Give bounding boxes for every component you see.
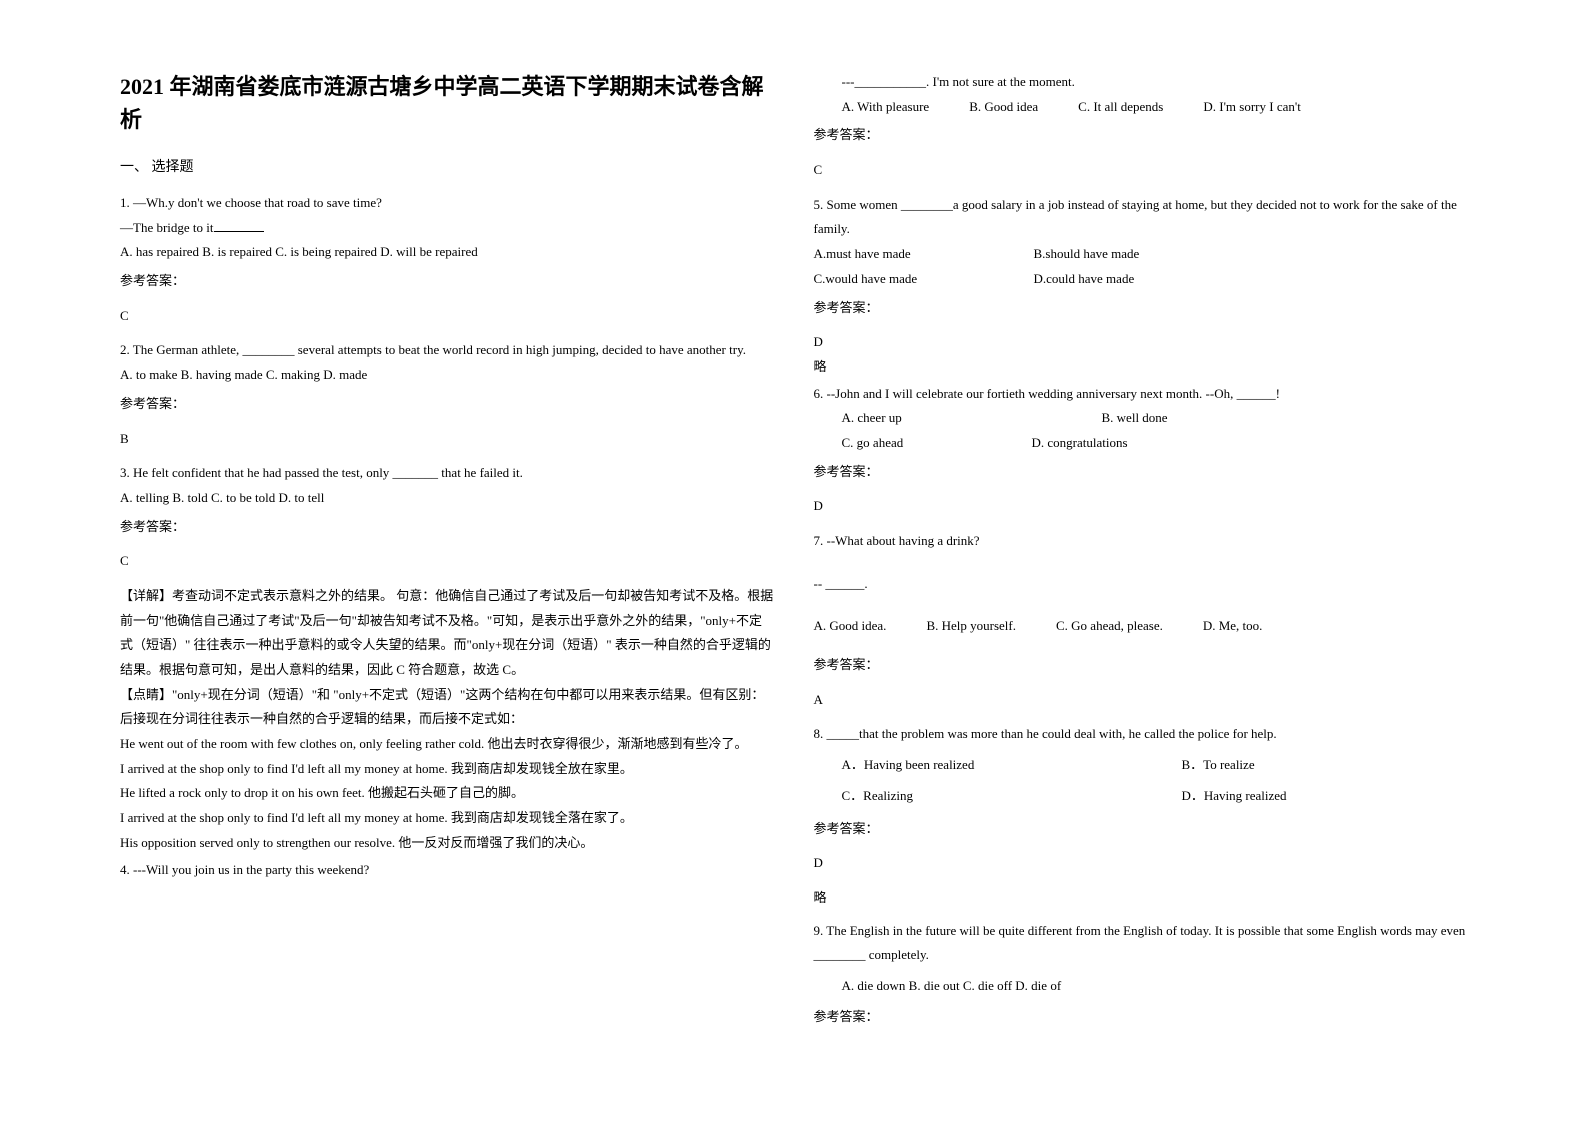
q6-optc: C. go ahead: [842, 431, 992, 456]
q4-options: A. With pleasure B. Good idea C. It all …: [842, 95, 1468, 120]
left-column: 2021 年湖南省娄底市涟源古塘乡中学高二英语下学期期末试卷含解析 一、 选择题…: [100, 70, 794, 1092]
q2-options: A. to make B. having made C. making D. m…: [120, 363, 774, 388]
q8-optc: C．Realizing: [842, 784, 1142, 809]
q8-options-row1: A．Having been realized B．To realize: [842, 753, 1468, 778]
q3-options: A. telling B. told C. to be told D. to t…: [120, 486, 774, 511]
q9-options: A. die down B. die out C. die off D. die…: [842, 974, 1468, 999]
q3-explanation-7: His opposition served only to strengthen…: [120, 831, 774, 856]
question-3: 3. He felt confident that he had passed …: [120, 461, 774, 855]
q1-answer: C: [120, 304, 774, 329]
q4-opta: A. With pleasure: [842, 95, 930, 120]
answer-label: 参考答案：: [120, 269, 774, 294]
q8-options-row2: C．Realizing D．Having realized: [842, 784, 1468, 809]
q1-line2: —The bridge to it: [120, 216, 774, 241]
q6-options-row2: C. go ahead D. congratulations: [842, 431, 1468, 456]
q7-optc: C. Go ahead, please.: [1056, 614, 1163, 639]
q5-options-row2: C.would have made D.could have made: [814, 267, 1468, 292]
answer-label: 参考答案：: [814, 296, 1468, 321]
q3-explanation-3: He went out of the room with few clothes…: [120, 732, 774, 757]
answer-label: 参考答案：: [814, 1005, 1468, 1030]
q4-line1: 4. ---Will you join us in the party this…: [120, 858, 774, 883]
q7-opta: A. Good idea.: [814, 614, 887, 639]
q7-options: A. Good idea. B. Help yourself. C. Go ah…: [814, 614, 1468, 639]
question-1: 1. —Wh.y don't we choose that road to sa…: [120, 191, 774, 328]
q4-optd: D. I'm sorry I can't: [1203, 95, 1300, 120]
q4-line2: ---___________. I'm not sure at the mome…: [842, 70, 1468, 95]
q6-answer: D: [814, 494, 1468, 519]
spacer: [814, 639, 1468, 649]
q5-line1: 5. Some women ________a good salary in a…: [814, 193, 1468, 242]
q8-optd: D．Having realized: [1182, 784, 1287, 809]
q3-line1: 3. He felt confident that he had passed …: [120, 461, 774, 486]
spacer: [814, 596, 1468, 614]
q8-line1: 8. _____that the problem was more than h…: [814, 722, 1468, 747]
q6-options-row1: A. cheer up B. well done: [842, 406, 1468, 431]
q7-optd: D. Me, too.: [1203, 614, 1263, 639]
answer-label: 参考答案：: [814, 653, 1468, 678]
answer-label: 参考答案：: [814, 817, 1468, 842]
q3-explanation-4: I arrived at the shop only to find I'd l…: [120, 757, 774, 782]
question-2: 2. The German athlete, ________ several …: [120, 338, 774, 451]
q6-optb: B. well done: [1102, 406, 1168, 431]
right-column: ---___________. I'm not sure at the mome…: [794, 70, 1488, 1092]
q4-optb: B. Good idea: [969, 95, 1038, 120]
answer-label: 参考答案：: [814, 460, 1468, 485]
document-title: 2021 年湖南省娄底市涟源古塘乡中学高二英语下学期期末试卷含解析: [120, 70, 774, 136]
q2-line1: 2. The German athlete, ________ several …: [120, 338, 774, 363]
q3-explanation-1: 【详解】考查动词不定式表示意料之外的结果。 句意：他确信自己通过了考试及后一句却…: [120, 584, 774, 683]
q5-note: 略: [814, 355, 1468, 380]
q6-line1: 6. --John and I will celebrate our forti…: [814, 382, 1468, 407]
q7-answer: A: [814, 688, 1468, 713]
q2-answer: B: [120, 427, 774, 452]
answer-label: 参考答案：: [814, 123, 1468, 148]
q6-optd: D. congratulations: [1032, 431, 1128, 456]
answer-label: 参考答案：: [120, 515, 774, 540]
question-5: 5. Some women ________a good salary in a…: [814, 193, 1468, 380]
question-8: 8. _____that the problem was more than h…: [814, 722, 1468, 910]
question-9: 9. The English in the future will be qui…: [814, 919, 1468, 1030]
q5-answer: D: [814, 330, 1468, 355]
q5-optc: C.would have made: [814, 267, 994, 292]
q5-optb: B.should have made: [1034, 242, 1140, 267]
answer-label: 参考答案：: [120, 392, 774, 417]
question-6: 6. --John and I will celebrate our forti…: [814, 382, 1468, 519]
q7-optb: B. Help yourself.: [926, 614, 1016, 639]
q3-explanation-2: 【点睛】"only+现在分词（短语）"和 "only+不定式（短语）"这两个结构…: [120, 683, 774, 732]
section-heading: 一、 选择题: [120, 156, 774, 176]
q8-optb: B．To realize: [1182, 753, 1255, 778]
question-7: 7. --What about having a drink? -- _____…: [814, 529, 1468, 712]
q4-answer: C: [814, 158, 1468, 183]
q8-note: 略: [814, 886, 1468, 911]
q1-line1: 1. —Wh.y don't we choose that road to sa…: [120, 191, 774, 216]
q6-opta: A. cheer up: [842, 406, 1062, 431]
spacer: [814, 554, 1468, 572]
question-4-part2: ---___________. I'm not sure at the mome…: [814, 70, 1468, 183]
blank: [214, 218, 264, 232]
q8-opta: A．Having been realized: [842, 753, 1142, 778]
q9-line1: 9. The English in the future will be qui…: [814, 919, 1468, 968]
q1-options: A. has repaired B. is repaired C. is bei…: [120, 240, 774, 265]
q8-answer: D: [814, 851, 1468, 876]
q5-options-row1: A.must have made B.should have made: [814, 242, 1468, 267]
q7-line1: 7. --What about having a drink?: [814, 529, 1468, 554]
q3-explanation-5: He lifted a rock only to drop it on his …: [120, 781, 774, 806]
q3-explanation-6: I arrived at the shop only to find I'd l…: [120, 806, 774, 831]
q7-line2: -- ______.: [814, 572, 1468, 597]
q4-optc: C. It all depends: [1078, 95, 1163, 120]
q3-answer: C: [120, 549, 774, 574]
q5-optd: D.could have made: [1034, 267, 1135, 292]
question-4-part1: 4. ---Will you join us in the party this…: [120, 858, 774, 883]
q5-opta: A.must have made: [814, 242, 994, 267]
